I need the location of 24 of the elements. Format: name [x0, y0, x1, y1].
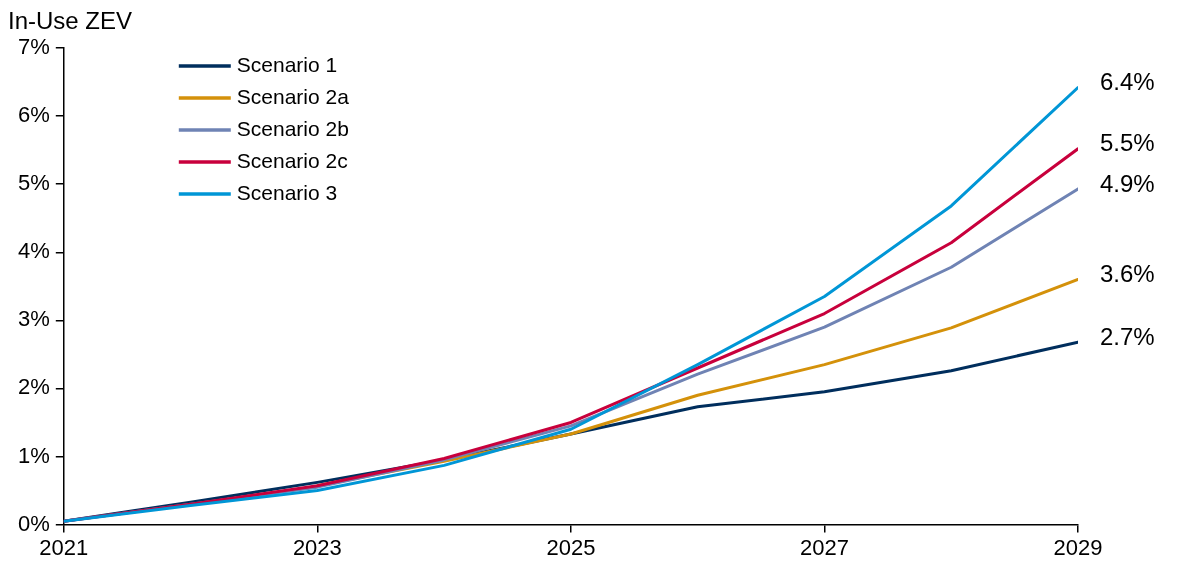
y-tick-label: 2%	[18, 374, 50, 400]
data-label: 3.6%	[1100, 260, 1155, 288]
x-tick-label: 2027	[799, 534, 849, 560]
data-label: 6.4%	[1100, 68, 1155, 96]
y-tick-label: 5%	[18, 170, 50, 196]
x-tick-label: 2025	[546, 534, 596, 560]
x-tick-label: 2023	[292, 534, 342, 560]
y-tick-label: 7%	[18, 34, 50, 60]
legend-label: Scenario 2b	[236, 116, 349, 140]
data-label: 5.5%	[1100, 129, 1155, 157]
y-axis-title: In-Use ZEV	[8, 6, 133, 34]
y-tick-label: 0%	[18, 510, 50, 536]
y-tick-label: 4%	[18, 238, 50, 264]
legend-label: Scenario 2a	[236, 84, 350, 108]
data-label: 2.7%	[1100, 322, 1155, 350]
legend-label: Scenario 3	[236, 180, 338, 204]
y-tick-label: 3%	[18, 306, 50, 332]
x-tick-label: 2021	[39, 534, 89, 560]
legend-label: Scenario 1	[236, 52, 338, 76]
data-label: 4.9%	[1100, 169, 1155, 197]
y-tick-label: 1%	[18, 442, 50, 468]
y-tick-label: 6%	[18, 102, 50, 128]
legend-label: Scenario 2c	[236, 148, 348, 172]
x-tick-label: 2029	[1053, 534, 1103, 560]
